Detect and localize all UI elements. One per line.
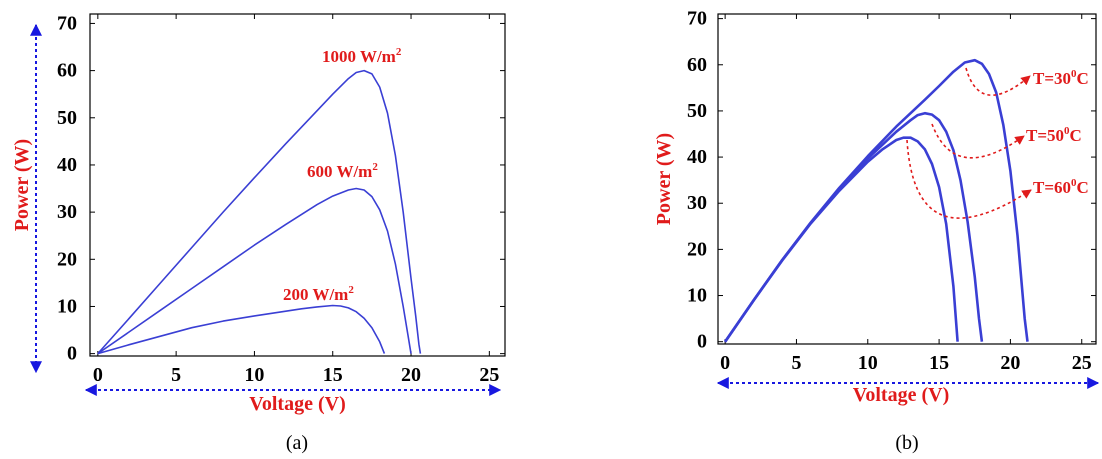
y-tick-label: 60 — [57, 60, 77, 82]
series-line-3 — [97, 304, 386, 355]
y-tick-label: 60 — [687, 54, 707, 76]
x-tick-label: 5 — [791, 352, 801, 374]
x-axis-label: Voltage (V) — [249, 393, 345, 415]
x-axis-label: Voltage (V) — [853, 384, 949, 406]
temperature-arrow-1 — [965, 67, 1031, 96]
y-tick-label: 50 — [57, 107, 77, 129]
y-tick-label: 70 — [57, 12, 77, 34]
y-tick-label: 30 — [57, 201, 77, 223]
panel-label: (b) — [895, 432, 918, 454]
x-tick-label: 0 — [93, 364, 103, 386]
x-tick-label: 25 — [479, 364, 499, 386]
y-tick-label: 20 — [687, 238, 707, 260]
y-tick-label: 40 — [57, 154, 77, 176]
y-tick-label: 40 — [687, 146, 707, 168]
plot-frame — [89, 13, 506, 357]
y-tick-label: 50 — [687, 100, 707, 122]
y-tick-label: 30 — [687, 192, 707, 214]
x-tick-label: 15 — [929, 352, 949, 374]
series-line-2 — [97, 187, 412, 355]
series-annotation-2: 600 W/m2 — [307, 161, 378, 181]
y-tick-label: 20 — [57, 248, 77, 270]
x-tick-label: 10 — [244, 364, 264, 386]
temperature-arrow-3 — [906, 139, 1032, 219]
series-annotation-1: 1000 W/m2 — [322, 46, 402, 66]
series-annotation-3: T=600C — [1033, 177, 1089, 197]
series-line-1 — [724, 58, 1029, 343]
chart-panel-b: 0 5 10 15 20 25 0 10 20 30 40 50 60 70 T=300C T=500C T=6… — [653, 8, 1100, 454]
x-tick-label: 20 — [401, 364, 421, 386]
y-tick-label: 70 — [687, 8, 707, 30]
chart-panel-a: 0 5 10 15 20 25 0 10 20 30 40 50 60 70 1000 W/m2 600 W/… — [11, 12, 506, 454]
x-tick-label: 20 — [1000, 352, 1020, 374]
panel-label: (a) — [286, 432, 308, 454]
series-line-1 — [97, 69, 422, 355]
y-tick-label: 10 — [57, 295, 77, 317]
x-tick-label: 0 — [720, 352, 730, 374]
y-tick-label: 10 — [687, 285, 707, 307]
y-tick-label: 0 — [697, 331, 707, 353]
x-tick-label: 5 — [171, 364, 181, 386]
series-annotation-3: 200 W/m2 — [283, 284, 354, 304]
x-tick-label: 15 — [323, 364, 343, 386]
y-axis-label: Power (W) — [11, 139, 33, 231]
series-annotation-1: T=300C — [1033, 68, 1089, 88]
plot-frame — [717, 13, 1097, 345]
temperature-arrow-2 — [931, 123, 1025, 159]
x-tick-label: 25 — [1072, 352, 1092, 374]
series-line-3 — [724, 136, 959, 343]
series-line-2 — [724, 111, 984, 343]
series-annotation-2: T=500C — [1026, 125, 1082, 145]
y-axis-label: Power (W) — [653, 133, 675, 225]
y-tick-label: 0 — [67, 343, 77, 365]
x-tick-label: 10 — [858, 352, 878, 374]
